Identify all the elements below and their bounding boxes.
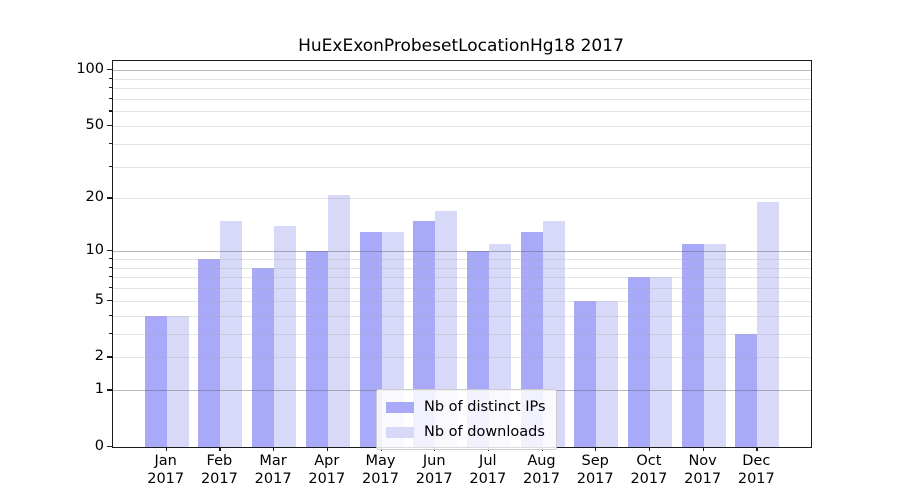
- gridline-minor-90: [113, 78, 811, 80]
- bar-downloads-sep: [596, 300, 619, 447]
- y-minor-tick-70: [109, 98, 112, 100]
- bar-downloads-mar: [274, 225, 297, 447]
- y-minor-tick-3: [109, 332, 112, 335]
- x-tick-label-mar: Mar 2017: [254, 453, 292, 487]
- y-minor-tick-80: [109, 87, 112, 89]
- y-tick-0: [107, 446, 112, 448]
- x-tick-jan: [165, 446, 167, 451]
- y-minor-tick-7: [109, 276, 112, 278]
- x-tick-label-feb: Feb 2017: [200, 453, 238, 487]
- y-minor-tick-4: [109, 314, 112, 316]
- y-tick-20: [107, 197, 112, 199]
- y-minor-tick-30: [109, 165, 112, 167]
- y-tick-label-10: 10: [85, 242, 104, 259]
- plot-area: Nb of distinct IPs Nb of downloads: [112, 60, 812, 450]
- bar-downloads-feb: [220, 220, 243, 447]
- legend-item-distinct-ips: Nb of distinct IPs: [386, 398, 546, 416]
- chart-title: HuExExonProbesetLocationHg18 2017: [298, 36, 624, 56]
- bar-ips-feb: [198, 259, 221, 447]
- bar-ips-dec: [735, 333, 758, 447]
- x-tick-oct: [648, 446, 651, 451]
- bar-ips-mar: [252, 267, 275, 447]
- x-tick-nov: [702, 446, 704, 451]
- bar-downloads-dec: [757, 202, 780, 447]
- y-tick-label-20: 20: [85, 189, 104, 206]
- y-tick-2: [107, 356, 112, 358]
- y-minor-tick-90: [109, 77, 112, 79]
- gridline-major-100: [113, 70, 811, 72]
- gridline-minor-50: [113, 126, 811, 127]
- y-tick-label-5: 5: [94, 291, 104, 308]
- bar-downloads-oct: [649, 277, 672, 447]
- y-tick-label-50: 50: [85, 117, 104, 133]
- legend-swatch-downloads: [386, 426, 414, 438]
- gridline-minor-80: [113, 88, 811, 90]
- x-tick-dec: [756, 446, 758, 451]
- y-minor-tick-9: [109, 258, 112, 260]
- x-tick-label-may: May 2017: [362, 453, 399, 487]
- bar-ips-apr: [305, 251, 328, 447]
- y-minor-tick-8: [109, 266, 112, 268]
- x-tick-label-nov: Nov 2017: [684, 453, 722, 487]
- y-tick-5: [107, 299, 112, 301]
- x-tick-label-apr: Apr 2017: [308, 453, 346, 487]
- y-minor-tick-60: [109, 110, 112, 112]
- x-tick-label-oct: Oct 2017: [630, 453, 668, 487]
- y-tick-10: [107, 250, 112, 252]
- x-tick-label-dec: Dec 2017: [737, 453, 775, 487]
- bar-ips-oct: [627, 277, 650, 447]
- legend: Nb of distinct IPs Nb of downloads: [376, 389, 557, 450]
- x-tick-label-aug: Aug 2017: [523, 453, 560, 487]
- legend-label-downloads: Nb of downloads: [424, 424, 545, 440]
- y-tick-50: [107, 125, 112, 127]
- x-tick-label-sep: Sep 2017: [576, 453, 614, 487]
- gridline-minor-20: [113, 198, 811, 200]
- x-tick-feb: [219, 446, 221, 451]
- bar-ips-nov: [681, 244, 704, 447]
- legend-label-distinct-ips: Nb of distinct IPs: [424, 399, 546, 415]
- legend-item-downloads: Nb of downloads: [386, 423, 546, 441]
- y-tick-label-0: 0: [94, 438, 104, 454]
- x-tick-label-jan: Jan 2017: [147, 453, 185, 487]
- legend-swatch-distinct-ips: [386, 401, 414, 413]
- y-tick-label-100: 100: [76, 61, 104, 78]
- x-tick-mar: [273, 446, 275, 451]
- bar-downloads-nov: [703, 244, 726, 447]
- x-tick-label-jul: Jul 2017: [469, 453, 507, 487]
- bar-downloads-jun: [435, 211, 458, 447]
- x-tick-apr: [326, 446, 329, 451]
- x-tick-sep: [595, 446, 597, 451]
- bar-downloads-apr: [327, 194, 350, 447]
- gridline-minor-60: [113, 111, 811, 113]
- bar-ips-sep: [574, 300, 597, 447]
- gridline-minor-40: [113, 143, 811, 145]
- gridline-minor-30: [113, 166, 811, 168]
- bar-ips-jan: [144, 315, 167, 447]
- y-minor-tick-6: [109, 287, 112, 289]
- gridline-minor-70: [113, 99, 811, 100]
- y-tick-100: [107, 69, 112, 71]
- y-tick-1: [107, 389, 112, 391]
- y-tick-label-1: 1: [94, 381, 104, 398]
- x-tick-label-jun: Jun 2017: [415, 453, 453, 487]
- y-minor-tick-40: [109, 142, 112, 145]
- bar-downloads-jan: [166, 315, 189, 447]
- y-tick-label-2: 2: [94, 348, 104, 365]
